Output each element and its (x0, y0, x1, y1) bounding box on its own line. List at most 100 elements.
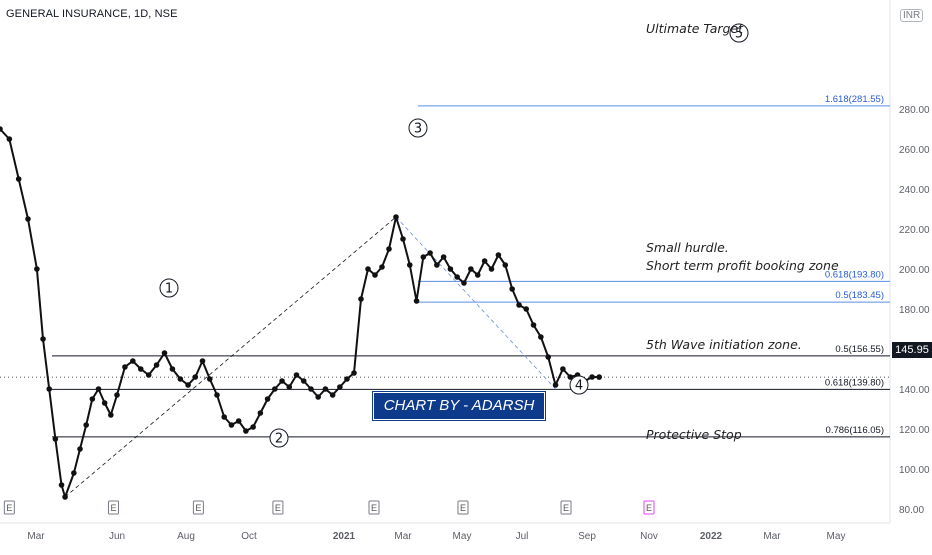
wave-number: 5 (735, 27, 743, 42)
price-point (530, 322, 537, 328)
price-point (337, 384, 343, 390)
price-point (279, 378, 285, 384)
last-price-tag: 145.95 (892, 342, 932, 358)
wave-circle (159, 278, 179, 298)
wave-circle (729, 23, 749, 43)
price-point (137, 366, 144, 372)
x-tick-label: Mar (394, 531, 412, 542)
wave-connectors (64, 216, 556, 498)
price-point (516, 302, 522, 308)
price-point (358, 296, 364, 302)
price-point (567, 374, 574, 380)
y-tick-label: 100.00 (899, 465, 930, 476)
price-point (468, 266, 474, 272)
price-point (596, 374, 602, 380)
chart-annotation: Short term profit booking zone (646, 258, 839, 273)
price-point (34, 266, 40, 272)
fib-level-label: 0.5(183.45) (835, 290, 884, 301)
y-tick-label: 200.00 (899, 265, 930, 276)
price-point (250, 424, 256, 430)
price-point (46, 386, 53, 392)
price-point (427, 250, 433, 256)
price-point (122, 364, 128, 370)
fib-level-label: 0.618(193.80) (825, 269, 884, 280)
fib-level-label: 0.5(156.55) (835, 344, 884, 355)
price-point (300, 378, 307, 384)
x-tick-label: Mar (27, 531, 45, 542)
price-point (264, 396, 271, 402)
price-point (552, 382, 559, 388)
price-point (308, 386, 314, 392)
price-point (145, 372, 152, 378)
wave-number: 3 (414, 122, 422, 137)
earnings-marker-label: E (460, 503, 466, 513)
earnings-marker (107, 500, 119, 515)
fib-level-label: 1.618(281.55) (825, 94, 884, 105)
wave-circle (408, 118, 428, 138)
x-tick-label: May (453, 531, 472, 542)
earnings-marker-label: E (371, 503, 377, 513)
x-tick-label: Oct (241, 531, 257, 542)
x-tick-label: 2022 (700, 531, 723, 542)
earnings-marker (272, 500, 284, 515)
price-point (495, 252, 502, 258)
price-point (6, 136, 13, 142)
x-tick-label: 2021 (333, 531, 356, 542)
price-point (400, 236, 406, 242)
price-point (169, 366, 176, 372)
wave-number: 1 (165, 282, 173, 297)
earnings-marker (192, 500, 204, 515)
future-earnings-marker (643, 500, 655, 515)
price-point (365, 266, 371, 272)
price-point (177, 376, 184, 382)
wave-number: 2 (275, 432, 283, 447)
earnings-marker (368, 500, 380, 515)
fib-level-label: 0.786(116.05) (826, 425, 884, 436)
price-point (15, 176, 22, 182)
price-point (228, 422, 235, 428)
price-point (101, 400, 108, 406)
price-point (413, 298, 420, 304)
earnings-marker-label: E (563, 503, 569, 513)
chart-annotation: 5th Wave initiation zone. (646, 337, 802, 352)
x-tick-label: Jun (109, 531, 125, 542)
price-point (351, 370, 357, 376)
y-tick-label: 180.00 (899, 305, 930, 316)
price-point (153, 362, 160, 368)
wave-circle (569, 375, 589, 395)
price-point (185, 382, 191, 388)
y-tick-label: 220.00 (899, 225, 930, 236)
price-point (40, 336, 46, 342)
price-point (379, 264, 385, 270)
chart-annotation: Ultimate Target (646, 21, 744, 36)
earnings-marker (560, 500, 572, 515)
price-point (62, 494, 68, 500)
wave-number: 4 (575, 379, 583, 394)
chart-annotation: Small hurdle. (646, 240, 729, 255)
price-point (447, 266, 454, 272)
earnings-marker (3, 500, 15, 515)
price-point (420, 254, 427, 260)
price-point (454, 274, 460, 280)
y-tick-label: 280.00 (899, 105, 930, 116)
price-point (488, 266, 495, 272)
price-point (130, 358, 136, 364)
price-point (523, 306, 529, 312)
price-point (406, 262, 413, 268)
currency-badge[interactable]: INR (900, 9, 924, 22)
wave-connector-line (64, 216, 397, 498)
price-point (434, 262, 440, 268)
earnings-marker-label: E (195, 503, 201, 513)
price-point (393, 214, 399, 220)
earnings-marker-label: E (110, 503, 116, 513)
chart-credit-label: CHART BY - ADARSH DEY (372, 391, 546, 440)
price-point (474, 272, 481, 278)
price-point (509, 286, 515, 292)
wave-circle (269, 428, 289, 448)
y-tick-label: 120.00 (899, 425, 930, 436)
price-point (322, 386, 329, 392)
